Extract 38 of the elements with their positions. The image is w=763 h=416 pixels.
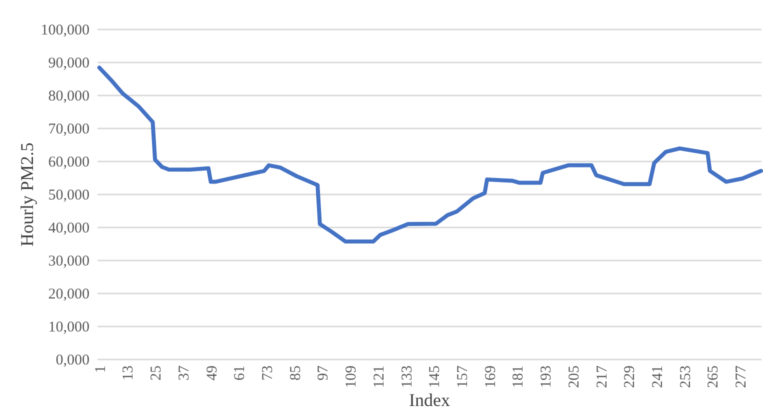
x-tick-label: 241 <box>650 366 666 388</box>
x-tick-label: 157 <box>455 365 472 388</box>
x-tick-label: 181 <box>510 366 527 388</box>
x-tick-label: 73 <box>260 366 276 380</box>
y-tick-label: 80,000 <box>48 88 90 104</box>
y-tick-label: 90,000 <box>48 56 90 72</box>
x-tick-label: 97 <box>316 365 332 380</box>
x-tick-label: 253 <box>678 366 694 388</box>
y-tick-label: 40,000 <box>48 220 90 236</box>
y-tick-label: 100,000 <box>40 22 90 38</box>
x-tick-label: 49 <box>204 366 220 380</box>
y-tick-label: 10,000 <box>48 320 90 336</box>
y-tick-label: 70,000 <box>48 122 90 138</box>
x-tick-label: 85 <box>288 366 304 380</box>
y-tick-label: 0,000 <box>56 352 90 368</box>
x-tick-label: 229 <box>622 366 638 388</box>
y-axis-title: Hourly PM2.5 <box>16 142 37 247</box>
x-tick-label: 133 <box>399 366 416 388</box>
x-tick-label: 277 <box>734 365 750 388</box>
x-tick-label: 109 <box>344 366 360 388</box>
x-tick-label: 121 <box>371 366 388 388</box>
x-tick-label: 145 <box>427 366 444 388</box>
x-tick-label: 193 <box>538 366 555 388</box>
x-tick-label: 169 <box>482 366 499 388</box>
y-tick-label: 60,000 <box>48 154 90 170</box>
x-tick-label: 61 <box>232 366 248 380</box>
x-axis-title: Index <box>409 390 450 410</box>
x-tick-label: 217 <box>594 365 610 388</box>
y-tick-label: 20,000 <box>48 286 90 302</box>
x-tick-label: 1 <box>92 366 109 373</box>
y-tick-label: 30,000 <box>48 254 90 270</box>
x-tick-label: 13 <box>120 366 137 380</box>
x-tick-label: 37 <box>176 365 192 380</box>
y-tick-label: 50,000 <box>48 188 90 204</box>
x-tick-label: 205 <box>566 366 582 388</box>
line-series <box>97 66 763 244</box>
x-tick-label: 25 <box>148 366 165 380</box>
x-tick-label: 265 <box>706 366 722 388</box>
